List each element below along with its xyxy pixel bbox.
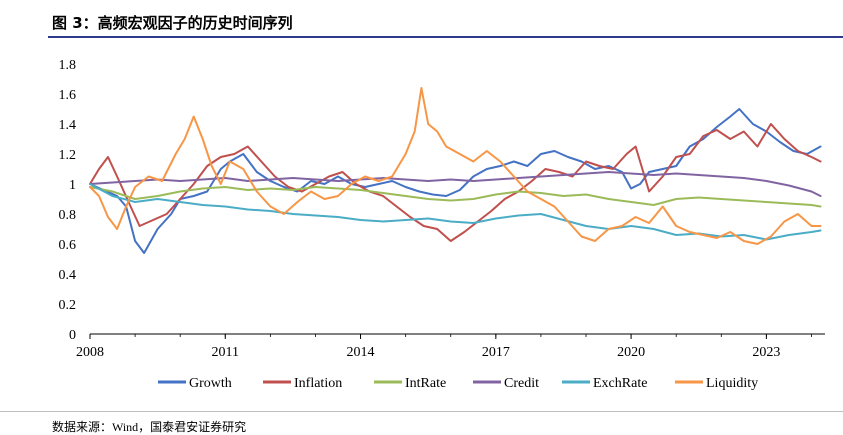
y-tick-label: 0.4 xyxy=(59,268,77,283)
y-tick-label: 0 xyxy=(69,328,76,343)
x-tick-label: 2008 xyxy=(76,345,104,360)
series-line-growth xyxy=(89,108,822,254)
series-line-intrate xyxy=(89,186,822,208)
y-tick-label: 0.8 xyxy=(59,208,77,223)
legend-label: Credit xyxy=(504,376,539,391)
chart-axes: 0 0.2 0.4 0.6 0.8 1 1.2 1.4 1.6 1.8 2008 2011 2014 20… xyxy=(59,58,825,360)
legend-label: IntRate xyxy=(405,376,446,391)
chart-series xyxy=(89,87,822,254)
footer-rule xyxy=(0,411,843,412)
y-tick-label: 0.2 xyxy=(59,298,77,313)
legend-label: Liquidity xyxy=(706,376,758,391)
legend-label: Inflation xyxy=(294,376,342,391)
source-note: 数据来源：Wind，国泰君安证券研究 xyxy=(52,420,247,434)
y-tick-label: 0.6 xyxy=(59,238,77,253)
y-tick-label: 1.4 xyxy=(59,118,77,133)
x-tick-label: 2017 xyxy=(482,345,510,360)
y-tick-label: 1.2 xyxy=(59,148,77,163)
title-rule xyxy=(48,36,843,38)
series-line-credit xyxy=(89,171,822,197)
figure-title: 图 3：高频宏观因子的历史时间序列 xyxy=(52,14,293,32)
y-tick-label: 1.6 xyxy=(59,88,77,103)
x-tick-label: 2014 xyxy=(347,345,375,360)
figure-header: 图 3：高频宏观因子的历史时间序列 xyxy=(0,0,843,40)
series-line-exchrate xyxy=(89,183,822,241)
x-tick-label: 2011 xyxy=(212,345,239,360)
series-line-liquidity xyxy=(89,87,822,245)
legend-label: Growth xyxy=(189,376,232,391)
y-tick-label: 1.8 xyxy=(59,58,77,73)
line-chart: 0 0.2 0.4 0.6 0.8 1 1.2 1.4 1.6 1.8 2008 2011 2014 20… xyxy=(59,58,825,391)
x-tick-label: 2023 xyxy=(752,345,780,360)
legend-label: ExchRate xyxy=(593,376,647,391)
series-line-inflation xyxy=(89,123,822,242)
x-tick-label: 2020 xyxy=(617,345,645,360)
chart-legend: Growth Inflation IntRate Credit ExchRate Liqu… xyxy=(158,376,758,391)
y-tick-label: 1 xyxy=(69,178,76,193)
